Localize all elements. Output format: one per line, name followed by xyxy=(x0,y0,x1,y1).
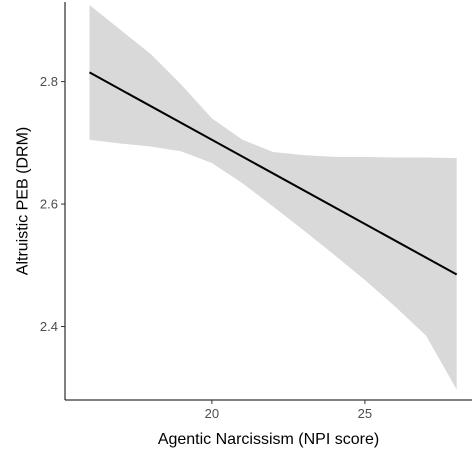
y-tick-label: 2.6 xyxy=(40,197,58,212)
x-tick-label: 20 xyxy=(205,406,219,421)
y-tick-label: 2.4 xyxy=(40,319,58,334)
y-tick-label: 2.8 xyxy=(40,74,58,89)
x-tick-label: 25 xyxy=(358,406,372,421)
x-axis-title: Agentic Narcissism (NPI score) xyxy=(158,431,379,448)
y-axis-title: Altruistic PEB (DRM) xyxy=(15,127,32,275)
plot-area xyxy=(88,5,458,390)
x-axis-ticks: 20 25 xyxy=(205,400,372,421)
y-axis-ticks: 2.4 2.6 2.8 xyxy=(40,74,65,334)
confidence-band xyxy=(89,5,457,390)
regression-line xyxy=(88,71,458,276)
